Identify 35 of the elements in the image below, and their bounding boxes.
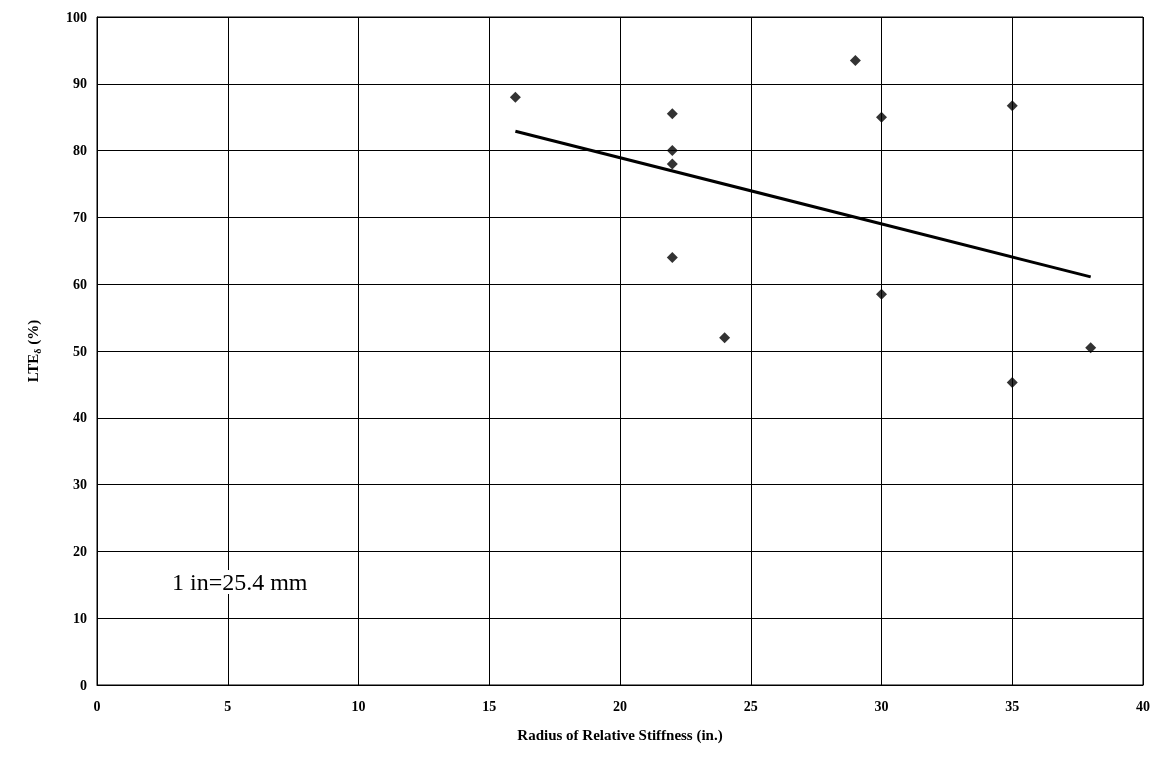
point <box>1085 342 1097 354</box>
point <box>719 332 731 344</box>
point <box>666 145 678 157</box>
point <box>509 91 521 103</box>
x-tick-label: 0 <box>93 698 101 714</box>
y-tick-label: 40 <box>73 410 87 426</box>
y-tick-label: 30 <box>73 477 87 493</box>
point <box>1006 100 1018 112</box>
x-axis-title: Radius of Relative Stiffness (in.) <box>517 726 723 744</box>
y-tick-label: 10 <box>73 610 87 626</box>
y-axis-title: LTEδ (%) <box>25 319 43 383</box>
x-tick-label: 30 <box>874 698 889 714</box>
x-tick-label: 20 <box>613 698 627 714</box>
point <box>666 251 678 263</box>
y-tick-label: 80 <box>73 143 87 159</box>
point <box>666 108 678 120</box>
y-tick-label: 70 <box>73 209 87 225</box>
y-tick-label: 100 <box>66 9 87 25</box>
y-tick-label: 50 <box>73 343 87 359</box>
y-tick-label: 90 <box>73 76 87 92</box>
point <box>849 54 861 66</box>
x-tick-label: 10 <box>351 698 366 714</box>
y-tick-label: 0 <box>80 677 87 693</box>
point <box>876 111 887 123</box>
x-tick-label: 15 <box>482 698 497 714</box>
x-tick-label: 35 <box>1005 698 1020 714</box>
x-tick-label: 5 <box>224 698 232 714</box>
y-tick-label: 20 <box>73 543 87 559</box>
annotation: 1 in=25.4 mm <box>172 569 308 595</box>
point <box>876 288 887 300</box>
y-tick-label: 60 <box>73 276 87 292</box>
x-tick-label: 40 <box>1136 698 1150 714</box>
point <box>1006 376 1018 388</box>
point <box>666 158 678 170</box>
x-tick-label: 25 <box>743 698 758 714</box>
